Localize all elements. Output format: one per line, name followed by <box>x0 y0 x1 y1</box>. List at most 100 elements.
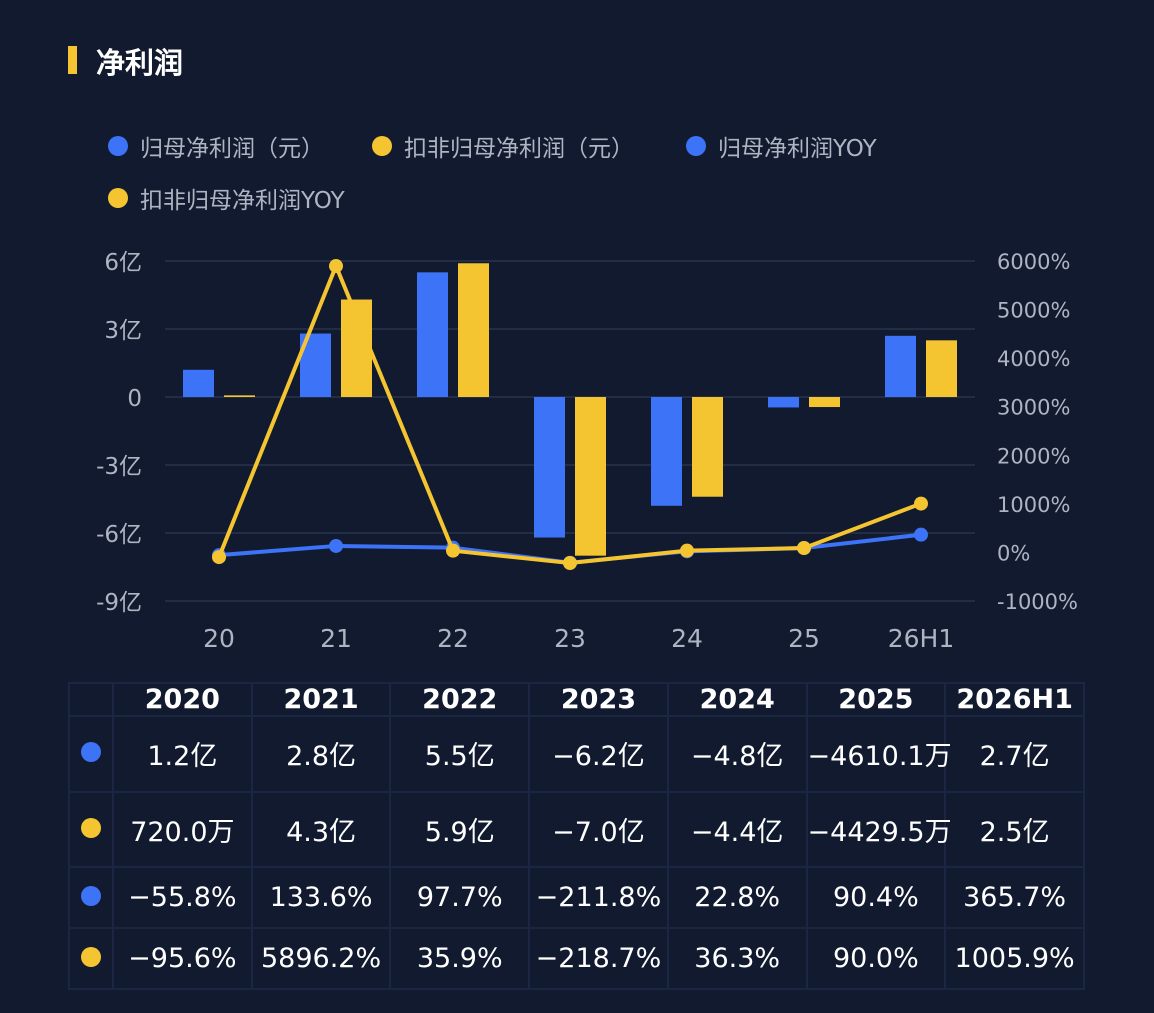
row-marker <box>68 715 114 793</box>
table-cell: 1005.9% <box>944 927 1085 990</box>
y-right-tick-label: 0% <box>997 541 1030 565</box>
table-cell: 5.5亿 <box>389 715 531 793</box>
table-cell: 365.7% <box>944 866 1085 930</box>
table-cell: −4.8亿 <box>666 715 808 793</box>
x-tick-label: 26H1 <box>888 624 955 653</box>
y-left-tick-label: 3亿 <box>104 318 142 344</box>
y-right-tick-label: 4000% <box>997 347 1070 371</box>
y-right-tick-label: 3000% <box>997 396 1070 420</box>
point-deducted-yoy <box>914 496 928 511</box>
table-header-cell: 2024 <box>666 682 808 717</box>
bar-parent-net-profit <box>651 397 682 506</box>
bar-parent-net-profit <box>768 397 799 408</box>
table-row: −55.8% 133.6% 97.7% −211.8% 22.8% 90.4% … <box>68 866 1085 930</box>
table-header-cell: 2026H1 <box>944 682 1085 717</box>
point-deducted-yoy <box>329 259 343 274</box>
table-cell: 1.2亿 <box>112 715 253 793</box>
table-cell: 720.0万 <box>112 790 253 869</box>
y-right-tick-label: 2000% <box>997 444 1070 468</box>
legend-dot-blue-icon <box>686 136 706 156</box>
table-cell: 2.8亿 <box>250 715 392 793</box>
table-header-row: 2020 2021 2022 2023 2024 2025 2026H1 <box>68 682 1085 717</box>
table-cell: −95.6% <box>112 927 253 990</box>
table-header-cell: 2022 <box>389 682 531 717</box>
table-cell: 90.0% <box>805 927 947 990</box>
legend-item-deducted-net-profit[interactable]: 扣非归母净利润（元） <box>372 129 634 163</box>
row-marker <box>68 790 114 869</box>
table-cell: −7.0亿 <box>528 790 669 869</box>
bar-parent-net-profit <box>534 397 565 538</box>
table-cell: 90.4% <box>805 866 947 930</box>
legend-item-parent-net-profit[interactable]: 归母净利润（元） <box>108 129 324 163</box>
table-row: 1.2亿 2.8亿 5.5亿 −6.2亿 −4.8亿 −4610.1万 2.7亿 <box>68 715 1085 793</box>
x-tick-label: 21 <box>320 624 352 653</box>
bar-parent-net-profit <box>417 272 448 397</box>
y-right-tick-label: 6000% <box>997 250 1070 274</box>
bar-deducted-net-profit <box>809 397 840 408</box>
y-right-tick-label: 5000% <box>997 299 1070 323</box>
table-header-cell: 2023 <box>528 682 669 717</box>
table-cell: 5896.2% <box>250 927 392 990</box>
table-cell: 133.6% <box>250 866 392 930</box>
table-row: 720.0万 4.3亿 5.9亿 −7.0亿 −4.4亿 −4429.5万 2.… <box>68 790 1085 869</box>
bar-deducted-net-profit <box>224 395 255 397</box>
y-right-tick-label: 1000% <box>997 493 1070 517</box>
title-accent-bar <box>68 46 77 74</box>
legend-label: 扣非归母净利润（元） <box>404 136 634 162</box>
table-header-cell: 2025 <box>805 682 947 717</box>
y-left-tick-label: 6亿 <box>104 250 142 276</box>
legend-item-deducted-yoy[interactable]: 扣非归母净利润YOY <box>108 181 345 215</box>
x-tick-label: 25 <box>788 624 820 653</box>
legend-dot-yellow-icon <box>108 188 128 208</box>
y-left-tick-label: -9亿 <box>96 590 142 616</box>
table-cell: −55.8% <box>112 866 253 930</box>
row-dot-yellow-icon <box>81 817 101 838</box>
table-cell: −6.2亿 <box>528 715 669 793</box>
section-title: 净利润 <box>96 46 184 80</box>
bar-deducted-net-profit <box>575 397 606 556</box>
table-cell: −218.7% <box>528 927 669 990</box>
row-dot-yellow-icon <box>81 947 101 968</box>
table-cell: −4610.1万 <box>805 715 952 793</box>
point-deducted-yoy <box>797 541 811 556</box>
legend-dot-yellow-icon <box>372 136 392 156</box>
row-dot-blue-icon <box>81 886 101 907</box>
net-profit-table: 2020 2021 2022 2023 2024 2025 2026H1 1.2… <box>68 682 1085 990</box>
row-dot-blue-icon <box>81 742 101 763</box>
table-corner-cell <box>68 682 114 717</box>
y-left-tick-label: 0 <box>127 386 142 412</box>
point-deducted-yoy <box>563 556 577 571</box>
legend-item-parent-yoy[interactable]: 归母净利润YOY <box>686 129 877 163</box>
table-header-cell: 2021 <box>250 682 392 717</box>
table-cell: 5.9亿 <box>389 790 531 869</box>
table-row: −95.6% 5896.2% 35.9% −218.7% 36.3% 90.0%… <box>68 927 1085 990</box>
point-deducted-yoy <box>446 543 460 558</box>
table-cell: 22.8% <box>666 866 808 930</box>
bar-deducted-net-profit <box>458 263 489 397</box>
bar-deducted-net-profit <box>926 340 957 397</box>
table-cell: −211.8% <box>528 866 669 930</box>
line-deducted-yoy <box>217 264 922 566</box>
y-left-tick-label: -3亿 <box>96 454 142 480</box>
point-parent-yoy <box>914 527 928 542</box>
point-deducted-yoy <box>680 543 694 558</box>
legend-dot-blue-icon <box>108 136 128 156</box>
legend-label: 归母净利润（元） <box>140 136 324 162</box>
table-cell: 36.3% <box>666 927 808 990</box>
legend-label: 归母净利润YOY <box>718 136 877 162</box>
table-cell: −4.4亿 <box>666 790 808 869</box>
table-cell: −4429.5万 <box>805 790 952 869</box>
table-cell: 4.3亿 <box>250 790 392 869</box>
point-parent-yoy <box>329 538 343 553</box>
x-tick-label: 23 <box>554 624 586 653</box>
x-tick-label: 22 <box>437 624 469 653</box>
y-left-tick-label: -6亿 <box>96 522 142 548</box>
table-cell: 2.7亿 <box>944 715 1085 793</box>
bar-parent-net-profit <box>183 369 214 397</box>
net-profit-chart: 6亿 3亿 0 -3亿 -6亿 -9亿 6000% 5000% 4000% 3000% 2000% 1… <box>96 250 1078 653</box>
x-tick-label: 24 <box>671 624 703 653</box>
x-tick-label: 20 <box>203 624 235 653</box>
table-header-cell: 2020 <box>112 682 253 717</box>
bar-parent-net-profit <box>885 335 916 397</box>
table-cell: 97.7% <box>389 866 531 930</box>
